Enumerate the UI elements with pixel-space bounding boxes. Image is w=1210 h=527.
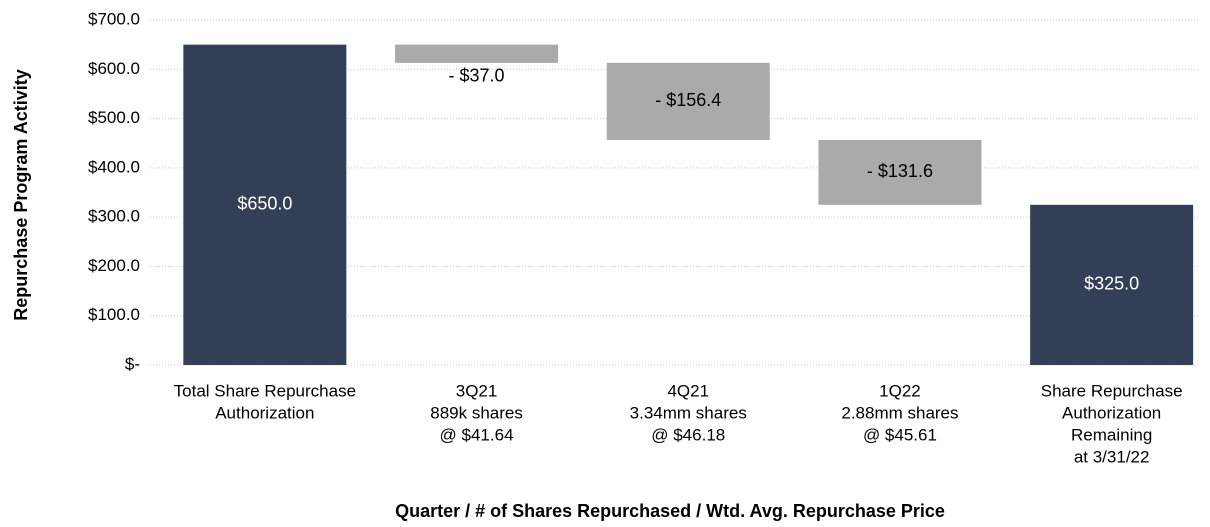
x-tick-label: @ $46.18 (651, 425, 725, 444)
y-tick-label: $- (125, 354, 140, 373)
x-tick-label: 3Q21 (456, 381, 498, 400)
bar (1030, 204, 1194, 365)
x-tick-label: 889k shares (430, 403, 523, 422)
x-tick-label: 3.34mm shares (630, 403, 747, 422)
x-tick-label: Authorization (1062, 403, 1161, 422)
x-tick-label: Authorization (215, 403, 314, 422)
x-tick-label: Total Share Repurchase (174, 381, 356, 400)
data-label: - $156.4 (655, 90, 721, 110)
x-tick-label: @ $41.64 (440, 425, 514, 444)
bar (606, 62, 770, 140)
data-label: $325.0 (1084, 274, 1139, 294)
data-label: - $131.6 (867, 161, 933, 181)
y-tick-label: $700.0 (88, 9, 140, 28)
data-label: - $37.0 (449, 66, 505, 86)
y-axis-title: Repurchase Program Activity (11, 69, 31, 320)
y-tick-label: $600.0 (88, 59, 140, 78)
x-tick-label: 2.88mm shares (841, 403, 958, 422)
x-tick-label: Share Repurchase (1041, 381, 1183, 400)
x-tick-label: 4Q21 (667, 381, 709, 400)
data-label: $650.0 (237, 194, 292, 214)
x-tick-label: at 3/31/22 (1074, 447, 1150, 466)
bar (818, 139, 982, 205)
y-tick-label: $300.0 (88, 207, 140, 226)
y-tick-label: $200.0 (88, 256, 140, 275)
y-tick-label: $400.0 (88, 157, 140, 176)
x-tick-label: @ $45.61 (863, 425, 937, 444)
x-axis-title: Quarter / # of Shares Repurchased / Wtd.… (395, 501, 945, 521)
bar (183, 44, 347, 366)
x-tick-label: Remaining (1071, 425, 1152, 444)
y-tick-label: $100.0 (88, 305, 140, 324)
y-tick-label: $500.0 (88, 108, 140, 127)
x-tick-label: 1Q22 (879, 381, 921, 400)
bar (395, 44, 559, 63)
